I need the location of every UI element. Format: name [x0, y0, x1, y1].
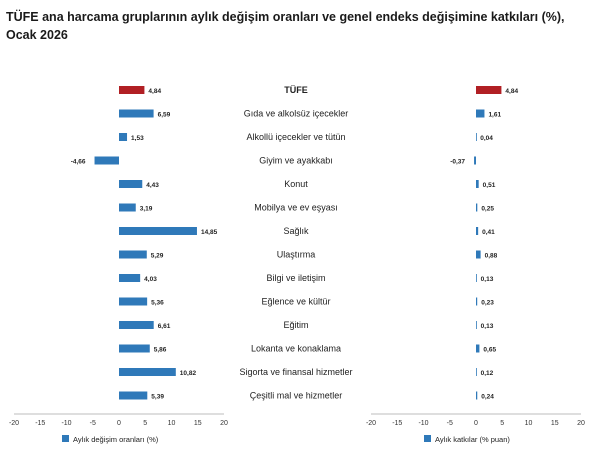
right-chart-tick-label: -5 — [447, 420, 453, 427]
chart-title: TÜFE ana harcama gruplarının aylık değiş… — [6, 10, 565, 42]
left-chart-data-label: 5,36 — [151, 300, 164, 307]
category-label: Konut — [284, 179, 308, 189]
right-chart-data-label: 0,88 — [485, 253, 498, 260]
right-chart-tick-label: 0 — [474, 420, 478, 427]
left-chart-data-label: 4,03 — [144, 276, 157, 283]
left-chart-bar — [119, 321, 154, 329]
category-label: Sigorta ve finansal hizmetler — [239, 367, 352, 377]
left-chart-bar — [94, 156, 119, 165]
left-chart-tick-label: 15 — [194, 420, 202, 427]
left-chart-bar — [119, 109, 154, 118]
left-chart-tick-label: -20 — [9, 420, 19, 427]
category-label: Giyim ve ayakkabı — [259, 156, 333, 166]
left-chart-data-label: 5,29 — [151, 253, 164, 260]
right-chart-tick-label: 10 — [525, 420, 533, 427]
left-chart-tick-label: -10 — [61, 420, 71, 427]
left-chart-bar — [119, 274, 141, 282]
left-chart-tick-label: 0 — [117, 420, 121, 427]
left-chart-data-label: 5,39 — [151, 394, 164, 401]
right-chart-bar — [476, 227, 479, 235]
right-chart-data-label: 0,23 — [481, 300, 494, 307]
left-chart-tick-label: -5 — [90, 420, 96, 427]
left-chart-bar — [119, 368, 176, 376]
left-chart-bar — [119, 344, 150, 353]
right-chart-bar — [476, 344, 480, 353]
right-chart-tick-label: 20 — [577, 420, 585, 427]
category-label: Lokanta ve konaklama — [251, 344, 341, 354]
left-chart-tick-label: 5 — [143, 420, 147, 427]
left-chart-bar — [119, 86, 145, 94]
left-chart-bar — [119, 297, 148, 306]
category-label: Bilgi ve iletişim — [266, 273, 325, 283]
right-chart-tick-label: -10 — [418, 420, 428, 427]
right-chart-bar — [476, 250, 481, 259]
category-label: Çeşitli mal ve hizmetler — [250, 391, 343, 401]
right-chart-tick-label: -15 — [392, 420, 402, 427]
left-chart-data-label: 3,19 — [140, 206, 153, 213]
right-chart-data-label: 0,65 — [483, 347, 496, 354]
right-chart-bar — [476, 368, 477, 376]
left-chart-bar — [119, 133, 128, 141]
right-chart-bar — [476, 133, 477, 141]
right-chart-bar — [476, 297, 478, 306]
left-chart-data-label: 5,86 — [154, 347, 167, 354]
right-chart-data-label: 0,24 — [481, 394, 494, 401]
right-legend-label: Aylık katkılar (% puan) — [435, 435, 510, 444]
left-chart-data-label: 4,84 — [148, 88, 161, 95]
right-chart-bar — [476, 321, 477, 329]
left-chart-bar — [119, 250, 147, 259]
left-chart-data-label: 6,61 — [158, 323, 171, 330]
left-chart-bar — [119, 203, 136, 212]
category-label: TÜFE — [284, 85, 308, 95]
right-chart-data-label: 0,13 — [481, 323, 494, 330]
right-chart-tick-label: 15 — [551, 420, 559, 427]
left-chart-tick-label: 10 — [168, 420, 176, 427]
category-label: Mobilya ve ev eşyası — [254, 203, 338, 213]
right-chart-bar — [476, 180, 479, 188]
right-chart-data-label: 0,04 — [480, 135, 493, 142]
left-chart-data-label: 14,85 — [201, 229, 218, 236]
right-chart-data-label: 0,12 — [481, 370, 494, 377]
right-chart-bar — [474, 156, 476, 165]
category-label: Eğlence ve kültür — [261, 297, 330, 307]
left-legend-label: Aylık değişim oranları (%) — [73, 435, 159, 444]
left-chart-data-label: 4,43 — [146, 182, 159, 189]
right-chart-data-label: 0,51 — [483, 182, 496, 189]
category-label: Eğitim — [283, 320, 308, 330]
right-chart-bar — [476, 391, 478, 400]
left-chart-data-label: 10,82 — [180, 370, 197, 377]
right-chart-bar — [476, 109, 485, 118]
category-label: Gıda ve alkolsüz içecekler — [244, 109, 349, 119]
left-chart-tick-label: -15 — [35, 420, 45, 427]
category-label: Alkollü içecekler ve tütün — [246, 132, 345, 142]
right-chart-data-label: -0,37 — [450, 159, 465, 166]
right-legend-swatch — [424, 435, 431, 442]
right-chart-data-label: 4,84 — [505, 88, 518, 95]
right-chart-data-label: 0,13 — [481, 276, 494, 283]
right-chart-bar — [476, 86, 502, 94]
left-chart-data-label: -4,66 — [71, 159, 86, 166]
left-chart-bar — [119, 391, 148, 400]
left-chart-data-label: 1,53 — [131, 135, 144, 142]
left-chart-tick-label: 20 — [220, 420, 228, 427]
left-chart-bar — [119, 227, 197, 235]
right-chart-tick-label: 5 — [500, 420, 504, 427]
right-chart-data-label: 0,25 — [481, 206, 494, 213]
right-chart-bar — [476, 203, 478, 212]
right-chart-data-label: 1,61 — [488, 112, 501, 119]
right-chart-data-label: 0,41 — [482, 229, 495, 236]
right-chart-tick-label: -20 — [366, 420, 376, 427]
category-label: Ulaştırma — [277, 250, 316, 260]
category-label: Sağlık — [283, 226, 309, 236]
right-chart-bar — [476, 274, 477, 282]
left-chart-bar — [119, 180, 143, 188]
left-chart-data-label: 6,59 — [158, 112, 171, 119]
left-legend-swatch — [62, 435, 69, 442]
